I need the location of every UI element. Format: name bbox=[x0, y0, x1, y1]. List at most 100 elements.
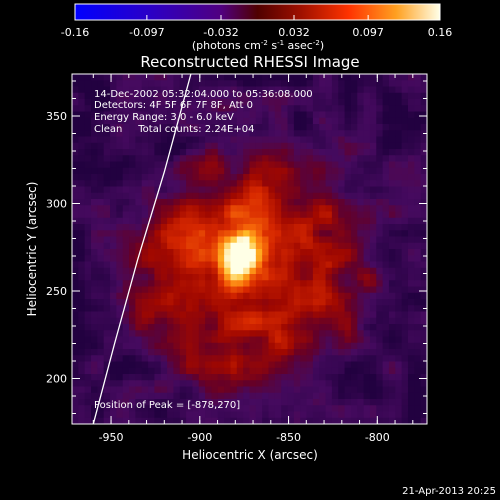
heatmap-cell bbox=[306, 142, 314, 150]
heatmap-cell bbox=[401, 211, 409, 219]
heatmap-cell bbox=[376, 305, 384, 312]
heatmap-cell bbox=[312, 286, 320, 294]
heatmap-cell bbox=[154, 136, 162, 144]
heatmap-cell bbox=[173, 136, 181, 144]
heatmap-cell bbox=[407, 380, 415, 387]
y-tick-label: 350 bbox=[46, 110, 67, 123]
heatmap-cell bbox=[306, 111, 314, 119]
heatmap-cell bbox=[192, 417, 200, 424]
heatmap-cell bbox=[167, 92, 174, 100]
heatmap-cell bbox=[211, 80, 219, 87]
heatmap-cell bbox=[122, 336, 130, 344]
heatmap-cell bbox=[167, 255, 174, 262]
heatmap-cell bbox=[84, 361, 92, 369]
heatmap-cell bbox=[224, 255, 231, 262]
heatmap-cell bbox=[122, 186, 130, 194]
colorbar-ticks: -0.16 -0.097 -0.032 0.032 0.097 0.16 bbox=[61, 15, 452, 39]
heatmap-cell bbox=[122, 311, 130, 319]
heatmap-cell bbox=[420, 405, 427, 412]
heatmap-cell bbox=[141, 367, 149, 375]
heatmap-cell bbox=[97, 367, 105, 375]
heatmap-cell bbox=[325, 417, 333, 424]
heatmap-cell bbox=[116, 111, 124, 119]
heatmap-cell bbox=[116, 99, 124, 106]
heatmap-cell bbox=[363, 299, 371, 306]
heatmap-cell bbox=[91, 249, 98, 256]
heatmap-cell bbox=[148, 305, 155, 312]
heatmap-cell bbox=[325, 236, 333, 244]
heatmap-cell bbox=[72, 205, 79, 212]
heatmap-cell bbox=[179, 249, 187, 256]
heatmap-cell bbox=[148, 330, 155, 337]
heatmap-cell bbox=[122, 380, 130, 387]
heatmap-cell bbox=[116, 249, 124, 256]
heatmap-cell bbox=[319, 336, 326, 344]
heatmap-cell bbox=[414, 117, 422, 125]
heatmap-cell bbox=[350, 142, 358, 150]
heatmap-cell bbox=[331, 305, 339, 312]
heatmap-cell bbox=[167, 355, 174, 362]
heatmap-cell bbox=[268, 411, 276, 419]
heatmap-cell bbox=[350, 149, 358, 156]
heatmap-cell bbox=[268, 386, 276, 394]
heatmap-cell bbox=[116, 130, 124, 137]
heatmap-cell bbox=[97, 80, 105, 87]
heatmap-cell bbox=[224, 249, 231, 256]
heatmap-cell bbox=[84, 86, 92, 94]
heatmap-cell bbox=[300, 111, 307, 119]
heatmap-cell bbox=[217, 292, 225, 300]
heatmap-cell bbox=[369, 180, 377, 187]
heatmap-cell bbox=[350, 330, 358, 337]
heatmap-cell bbox=[274, 205, 282, 212]
heatmap-cell bbox=[293, 136, 301, 144]
heatmap-cell bbox=[268, 174, 276, 181]
heatmap-cell bbox=[129, 305, 136, 312]
heatmap-cell bbox=[186, 161, 193, 169]
heatmap-cell bbox=[388, 211, 396, 219]
heatmap-cell bbox=[154, 317, 162, 325]
heatmap-cell bbox=[382, 305, 390, 312]
heatmap-cell bbox=[122, 386, 130, 394]
heatmap-cell bbox=[344, 299, 352, 306]
heatmap-cell bbox=[407, 317, 415, 325]
heatmap-cell bbox=[243, 236, 250, 244]
heatmap-cell bbox=[338, 105, 345, 112]
heatmap-cell bbox=[167, 180, 174, 187]
heatmap-cell bbox=[198, 411, 206, 419]
heatmap-cell bbox=[344, 142, 352, 150]
heatmap-cell bbox=[198, 111, 206, 119]
heatmap-cell bbox=[186, 305, 193, 312]
heatmap-cell bbox=[217, 80, 225, 87]
heatmap-cell bbox=[129, 361, 136, 369]
heatmap-cell bbox=[363, 317, 371, 325]
heatmap-cell bbox=[135, 261, 143, 269]
heatmap-cell bbox=[306, 374, 314, 381]
heatmap-cell bbox=[325, 336, 333, 344]
heatmap-cell bbox=[236, 355, 244, 362]
heatmap-cell bbox=[91, 399, 98, 406]
heatmap-cell bbox=[382, 161, 390, 169]
heatmap-cell bbox=[300, 417, 307, 424]
heatmap-cell bbox=[420, 180, 427, 187]
heatmap-cell bbox=[262, 330, 269, 337]
heatmap-cell bbox=[167, 161, 174, 169]
heatmap-cell bbox=[154, 349, 162, 356]
heatmap-cell bbox=[135, 361, 143, 369]
heatmap-cell bbox=[407, 255, 415, 262]
heatmap-cell bbox=[293, 317, 301, 325]
heatmap-cell bbox=[281, 286, 288, 294]
heatmap-cell bbox=[110, 142, 117, 150]
heatmap-cell bbox=[287, 117, 295, 125]
heatmap-cell bbox=[262, 236, 269, 244]
heatmap-cell bbox=[306, 386, 314, 394]
heatmap-cell bbox=[148, 205, 155, 212]
heatmap-cell bbox=[236, 292, 244, 300]
heatmap-cell bbox=[268, 149, 276, 156]
heatmap-cell bbox=[179, 155, 187, 162]
heatmap-cell bbox=[198, 155, 206, 162]
heatmap-cell bbox=[344, 167, 352, 175]
heatmap-cell bbox=[217, 167, 225, 175]
heatmap-cell bbox=[91, 186, 98, 194]
heatmap-cell bbox=[255, 299, 263, 306]
heatmap-cell bbox=[312, 211, 320, 219]
